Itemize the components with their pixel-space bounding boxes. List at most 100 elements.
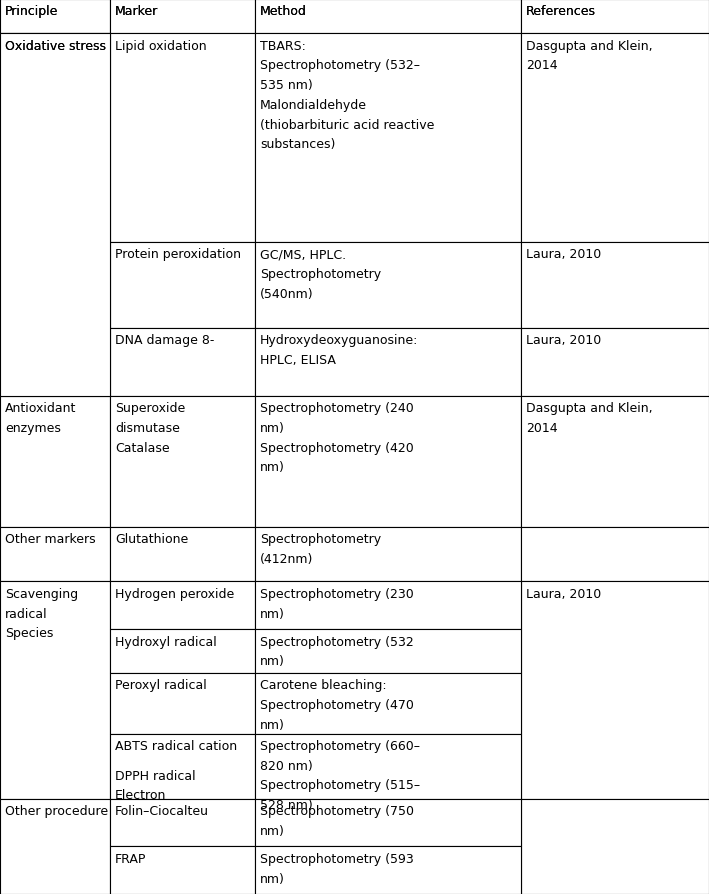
Text: 528 nm): 528 nm): [260, 798, 313, 811]
Text: nm): nm): [260, 824, 285, 837]
Text: Spectrophotometry: Spectrophotometry: [260, 267, 381, 281]
Text: enzymes: enzymes: [5, 421, 61, 434]
Text: Method: Method: [260, 5, 307, 19]
Text: Other markers: Other markers: [5, 533, 96, 546]
Text: radical: radical: [5, 607, 48, 620]
Bar: [521, 582, 709, 799]
Bar: [255, 673, 521, 734]
Bar: [521, 328, 709, 396]
Text: DPPH radical: DPPH radical: [115, 769, 196, 781]
Text: nm): nm): [260, 460, 285, 474]
Text: 2014: 2014: [526, 421, 558, 434]
Text: Laura, 2010: Laura, 2010: [526, 248, 601, 261]
Text: Laura, 2010: Laura, 2010: [526, 333, 601, 347]
Text: Principle: Principle: [5, 5, 58, 19]
Bar: [521, 0, 709, 34]
Bar: [110, 799, 255, 847]
Text: Spectrophotometry (470: Spectrophotometry (470: [260, 698, 414, 711]
Bar: [110, 0, 255, 34]
Bar: [521, 396, 709, 527]
Bar: [110, 0, 255, 34]
Bar: [0, 242, 110, 328]
Bar: [255, 582, 521, 629]
Bar: [255, 734, 521, 799]
Text: Electron: Electron: [115, 789, 166, 801]
Bar: [110, 242, 255, 328]
Bar: [0, 0, 110, 34]
Text: Peroxyl radical: Peroxyl radical: [115, 679, 206, 691]
Text: Hydroxydeoxyguanosine:: Hydroxydeoxyguanosine:: [260, 333, 418, 347]
Text: Catalase: Catalase: [115, 441, 169, 454]
Text: Spectrophotometry (420: Spectrophotometry (420: [260, 441, 414, 454]
Bar: [255, 527, 521, 582]
Bar: [0, 34, 110, 242]
Text: Laura, 2010: Laura, 2010: [526, 587, 601, 600]
Text: Spectrophotometry (532: Spectrophotometry (532: [260, 635, 414, 648]
Text: Protein peroxidation: Protein peroxidation: [115, 248, 241, 261]
Bar: [255, 396, 521, 527]
Bar: [255, 847, 521, 894]
Text: Antioxidant: Antioxidant: [5, 401, 77, 415]
Bar: [110, 328, 255, 396]
Bar: [110, 582, 255, 629]
Text: nm): nm): [260, 421, 285, 434]
Text: Spectrophotometry (230: Spectrophotometry (230: [260, 587, 414, 600]
Bar: [0, 527, 110, 582]
Bar: [255, 34, 521, 242]
Bar: [255, 242, 521, 328]
Text: Spectrophotometry (750: Spectrophotometry (750: [260, 805, 414, 817]
Text: DNA damage 8-: DNA damage 8-: [115, 333, 214, 347]
Bar: [0, 396, 110, 527]
Text: FRAP: FRAP: [115, 852, 146, 864]
Text: Superoxide: Superoxide: [115, 401, 185, 415]
Bar: [521, 34, 709, 242]
Text: nm): nm): [260, 607, 285, 620]
Text: (540nm): (540nm): [260, 287, 314, 300]
Text: 2014: 2014: [526, 59, 558, 72]
Text: Marker: Marker: [115, 5, 158, 19]
Bar: [255, 0, 521, 34]
Text: Lipid oxidation: Lipid oxidation: [115, 39, 206, 53]
Text: 820 nm): 820 nm): [260, 759, 313, 772]
Bar: [521, 0, 709, 34]
Text: Oxidative stress: Oxidative stress: [5, 39, 106, 53]
Bar: [0, 799, 110, 894]
Bar: [0, 328, 110, 396]
Text: (thiobarbituric acid reactive: (thiobarbituric acid reactive: [260, 118, 435, 131]
Text: Marker: Marker: [115, 5, 158, 19]
Bar: [110, 847, 255, 894]
Bar: [110, 673, 255, 734]
Bar: [0, 582, 110, 799]
Bar: [521, 242, 709, 328]
Text: Spectrophotometry (240: Spectrophotometry (240: [260, 401, 414, 415]
Text: Carotene bleaching:: Carotene bleaching:: [260, 679, 387, 691]
Bar: [110, 396, 255, 527]
Text: Species: Species: [5, 627, 53, 639]
Bar: [0, 34, 110, 396]
Text: Spectrophotometry (515–: Spectrophotometry (515–: [260, 779, 420, 791]
Bar: [521, 799, 709, 894]
Text: (412nm): (412nm): [260, 552, 313, 566]
Text: Spectrophotometry (532–: Spectrophotometry (532–: [260, 59, 420, 72]
Text: Principle: Principle: [5, 5, 58, 19]
Text: 535 nm): 535 nm): [260, 79, 313, 92]
Bar: [110, 629, 255, 673]
Bar: [521, 527, 709, 582]
Text: Dasgupta and Klein,: Dasgupta and Klein,: [526, 39, 653, 53]
Text: GC/MS, HPLC.: GC/MS, HPLC.: [260, 248, 346, 261]
Bar: [255, 328, 521, 396]
Text: dismutase: dismutase: [115, 421, 180, 434]
Text: Dasgupta and Klein,: Dasgupta and Klein,: [526, 401, 653, 415]
Bar: [110, 734, 255, 799]
Bar: [255, 0, 521, 34]
Bar: [0, 0, 110, 34]
Text: Spectrophotometry (660–: Spectrophotometry (660–: [260, 739, 420, 752]
Text: Oxidative stress: Oxidative stress: [5, 39, 106, 53]
Text: Method: Method: [260, 5, 307, 19]
Text: Folin–Ciocalteu: Folin–Ciocalteu: [115, 805, 209, 817]
Text: Hydrogen peroxide: Hydrogen peroxide: [115, 587, 234, 600]
Text: HPLC, ELISA: HPLC, ELISA: [260, 353, 336, 367]
Text: Hydroxyl radical: Hydroxyl radical: [115, 635, 217, 648]
Text: Other procedure: Other procedure: [5, 805, 108, 817]
Text: substances): substances): [260, 138, 335, 151]
